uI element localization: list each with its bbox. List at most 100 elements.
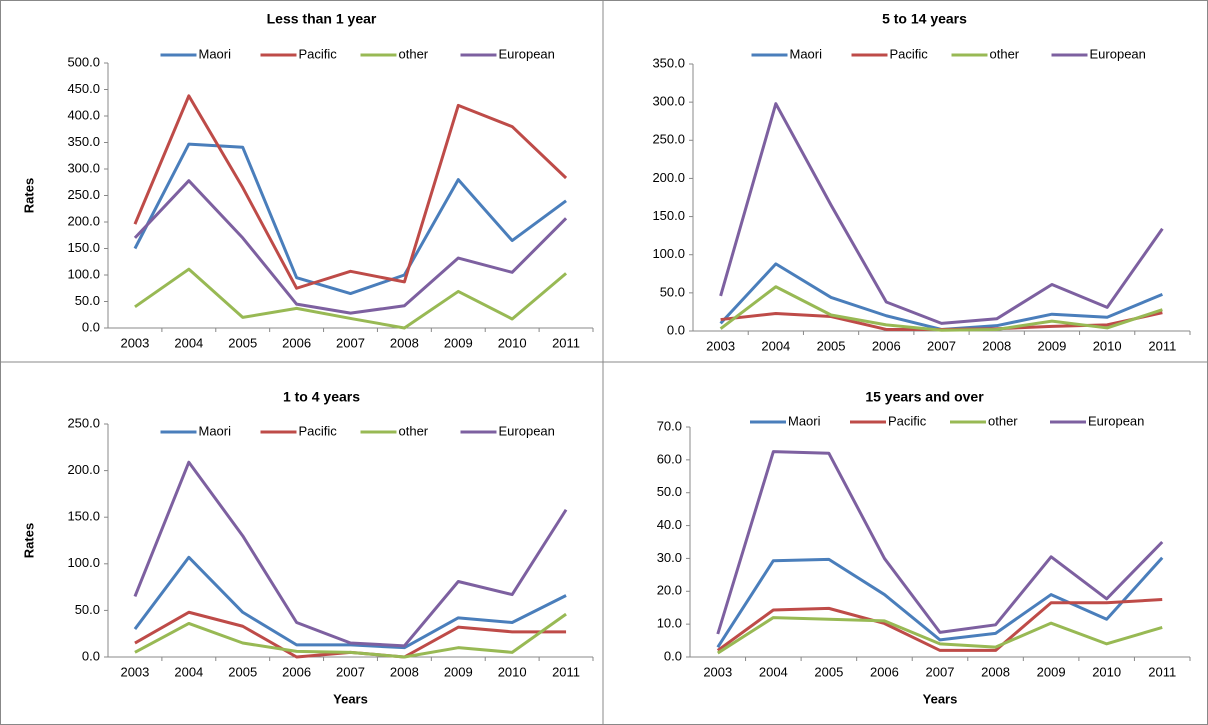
y-tick-label: 30.0 bbox=[657, 550, 682, 565]
legend-label: European bbox=[1090, 46, 1146, 61]
y-tick-label: 350.0 bbox=[652, 55, 685, 70]
x-axis-title: Years bbox=[333, 691, 368, 706]
series-line bbox=[716, 556, 1164, 648]
y-tick-label: 100.0 bbox=[652, 246, 685, 261]
y-tick-label: 0.0 bbox=[664, 648, 682, 663]
legend-label: Pacific bbox=[299, 423, 338, 438]
y-tick-label: 250.0 bbox=[67, 187, 100, 202]
x-tick-label: 2006 bbox=[872, 338, 901, 353]
series-line bbox=[716, 450, 1164, 635]
x-tick-label: 2010 bbox=[498, 664, 527, 679]
legend-label: Maori bbox=[788, 413, 821, 428]
x-tick-label: 2005 bbox=[228, 335, 257, 350]
x-tick-label: 2004 bbox=[761, 338, 790, 353]
series-line bbox=[133, 460, 568, 648]
x-tick-label: 2009 bbox=[444, 664, 473, 679]
y-tick-label: 350.0 bbox=[67, 134, 100, 149]
x-tick-label: 2010 bbox=[1093, 338, 1122, 353]
legend-label: European bbox=[499, 46, 555, 61]
y-tick-label: 50.0 bbox=[75, 602, 100, 617]
y-tick-label: 70.0 bbox=[657, 418, 682, 433]
chart-title: Less than 1 year bbox=[267, 11, 377, 27]
x-tick-label: 2003 bbox=[120, 335, 149, 350]
x-tick-label: 2005 bbox=[814, 664, 843, 679]
x-tick-label: 2004 bbox=[759, 664, 788, 679]
series-line bbox=[719, 102, 1164, 325]
y-tick-label: 500.0 bbox=[67, 54, 100, 69]
x-tick-label: 2005 bbox=[817, 338, 846, 353]
y-tick-label: 150.0 bbox=[652, 208, 685, 223]
y-tick-label: 50.0 bbox=[75, 293, 100, 308]
chart-title: 1 to 4 years bbox=[283, 389, 360, 405]
series-line bbox=[716, 598, 1163, 652]
series-line bbox=[133, 142, 567, 296]
y-tick-label: 150.0 bbox=[67, 240, 100, 255]
x-tick-label: 2010 bbox=[498, 335, 527, 350]
x-tick-label: 2011 bbox=[552, 664, 580, 679]
x-tick-label: 2006 bbox=[870, 664, 899, 679]
y-tick-label: 60.0 bbox=[657, 451, 682, 466]
y-tick-label: 50.0 bbox=[660, 284, 685, 299]
legend-label: Pacific bbox=[890, 46, 929, 61]
y-tick-label: 250.0 bbox=[652, 132, 685, 147]
x-tick-label: 2010 bbox=[1092, 664, 1121, 679]
x-tick-label: 2007 bbox=[336, 335, 365, 350]
x-tick-label: 2006 bbox=[282, 335, 311, 350]
x-tick-label: 2011 bbox=[552, 335, 580, 350]
y-tick-label: 0.0 bbox=[667, 322, 685, 337]
chart-title: 15 years and over bbox=[865, 389, 984, 405]
legend-label: Maori bbox=[199, 46, 232, 61]
x-tick-label: 2011 bbox=[1148, 338, 1176, 353]
y-tick-label: 250.0 bbox=[67, 415, 100, 430]
y-axis-title: Rates bbox=[21, 178, 36, 213]
y-tick-label: 0.0 bbox=[82, 319, 100, 334]
legend-label: other bbox=[399, 423, 429, 438]
series-line bbox=[133, 555, 567, 650]
chart-title: 5 to 14 years bbox=[882, 11, 967, 27]
x-tick-label: 2008 bbox=[982, 338, 1011, 353]
legend-label: Pacific bbox=[299, 46, 338, 61]
y-tick-label: 0.0 bbox=[82, 648, 100, 663]
x-tick-label: 2004 bbox=[174, 335, 203, 350]
x-tick-label: 2008 bbox=[981, 664, 1010, 679]
series-line bbox=[134, 267, 568, 330]
legend-label: European bbox=[1088, 413, 1144, 428]
x-tick-label: 2009 bbox=[1037, 338, 1066, 353]
x-tick-label: 2005 bbox=[228, 664, 257, 679]
legend-label: other bbox=[990, 46, 1020, 61]
x-tick-label: 2007 bbox=[336, 664, 365, 679]
x-tick-label: 2004 bbox=[174, 664, 203, 679]
y-tick-label: 300.0 bbox=[67, 160, 100, 175]
x-tick-label: 2008 bbox=[390, 335, 419, 350]
series-line bbox=[133, 179, 568, 315]
legend-label: Maori bbox=[790, 46, 823, 61]
x-tick-label: 2011 bbox=[1148, 664, 1176, 679]
legend-label: other bbox=[988, 413, 1018, 428]
y-tick-label: 40.0 bbox=[657, 517, 682, 532]
x-tick-label: 2007 bbox=[926, 664, 955, 679]
series-line bbox=[719, 262, 1163, 331]
series-line bbox=[719, 285, 1163, 332]
x-tick-label: 2009 bbox=[444, 335, 473, 350]
legend-label: Pacific bbox=[888, 413, 927, 428]
y-tick-label: 10.0 bbox=[657, 616, 682, 631]
x-tick-label: 2006 bbox=[282, 664, 311, 679]
legend-label: other bbox=[399, 46, 429, 61]
y-tick-label: 200.0 bbox=[652, 170, 685, 185]
y-axis-title: Rates bbox=[21, 523, 36, 558]
legend-label: European bbox=[499, 423, 555, 438]
y-tick-label: 200.0 bbox=[67, 213, 100, 228]
series-line bbox=[716, 616, 1163, 655]
y-tick-label: 100.0 bbox=[67, 266, 100, 281]
y-tick-label: 150.0 bbox=[67, 509, 100, 524]
series-line bbox=[133, 94, 568, 290]
x-tick-label: 2007 bbox=[927, 338, 956, 353]
y-tick-label: 200.0 bbox=[67, 462, 100, 477]
y-tick-label: 100.0 bbox=[67, 555, 100, 570]
y-tick-label: 400.0 bbox=[67, 107, 100, 122]
y-tick-label: 20.0 bbox=[657, 583, 682, 598]
x-tick-label: 2008 bbox=[390, 664, 419, 679]
x-axis-title: Years bbox=[923, 691, 958, 706]
y-tick-label: 50.0 bbox=[657, 484, 682, 499]
